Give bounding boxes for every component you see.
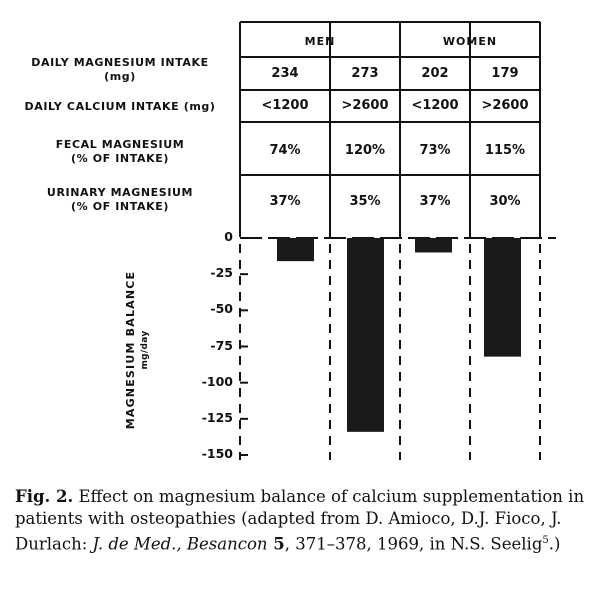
group-header-women: WOMEN <box>442 35 498 48</box>
table-cell: 202 <box>421 66 449 81</box>
caption-text-2: , 371–378, 1969, in N.S. Seelig <box>284 534 543 554</box>
table-cell: 37% <box>269 194 301 209</box>
y-axis-unit: mg/day <box>140 330 150 370</box>
row-label-unit: (% OF INTAKE) <box>71 152 169 165</box>
figure-caption: Fig. 2. Effect on magnesium balance of c… <box>15 486 585 556</box>
row-label-fecal-magnesium: FECAL MAGNESIUM (% OF INTAKE) <box>0 138 240 166</box>
group-header-men: MEN <box>304 35 336 48</box>
table-cell: <1200 <box>411 98 459 113</box>
y-tick-label: -75 <box>210 337 233 353</box>
bar <box>415 238 452 253</box>
table-cell: 115% <box>484 143 526 158</box>
row-label-text: DAILY MAGNESIUM INTAKE <box>31 56 209 69</box>
table-cell: >2600 <box>481 98 529 113</box>
row-label-unit: (mg) <box>104 70 136 83</box>
row-label-urinary-magnesium: URINARY MAGNESIUM (% OF INTAKE) <box>0 186 240 214</box>
caption-text-3: .) <box>548 534 561 554</box>
row-label-calcium-intake: DAILY CALCIUM INTAKE (mg) <box>0 100 240 114</box>
y-tick-label: -100 <box>201 373 233 389</box>
table-cell: 179 <box>491 66 519 81</box>
y-tick-label: -25 <box>210 265 233 281</box>
caption-journal: J. de Med., Besancon <box>92 534 268 554</box>
bar <box>277 238 314 262</box>
table-cell: 30% <box>489 194 521 209</box>
row-label-magnesium-intake: DAILY MAGNESIUM INTAKE (mg) <box>0 56 240 84</box>
caption-volume: 5 <box>267 534 285 554</box>
y-tick-label: 0 <box>224 229 233 244</box>
table-cell: 273 <box>351 66 379 81</box>
table-cell: <1200 <box>261 98 309 113</box>
table-cell: 35% <box>349 194 381 209</box>
table-cell: 234 <box>271 66 299 81</box>
row-label-unit: (% OF INTAKE) <box>71 200 169 213</box>
table-cell: >2600 <box>341 98 389 113</box>
table-cell: 73% <box>419 143 451 158</box>
caption-text: Effect on magnesium balance of calcium s… <box>15 487 585 554</box>
table-cell: 120% <box>344 143 386 158</box>
bar <box>347 238 384 432</box>
y-axis-title: MAGNESIUM BALANCE mg/day <box>123 240 157 460</box>
y-tick-label: -150 <box>201 446 233 461</box>
row-label-text: URINARY MAGNESIUM <box>46 186 194 199</box>
y-axis-label: MAGNESIUM BALANCE <box>124 270 137 430</box>
table-cell: 37% <box>419 194 451 209</box>
y-tick-label: -50 <box>210 301 233 317</box>
row-label-text: FECAL MAGNESIUM <box>55 138 185 151</box>
caption-fig-label: Fig. 2. <box>15 487 74 506</box>
caption-superscript: 5 <box>542 535 549 546</box>
bar <box>484 238 521 357</box>
row-label-text: DAILY CALCIUM INTAKE (mg) <box>24 100 216 113</box>
y-tick-label: -125 <box>201 409 233 425</box>
table-cell: 74% <box>269 143 301 158</box>
